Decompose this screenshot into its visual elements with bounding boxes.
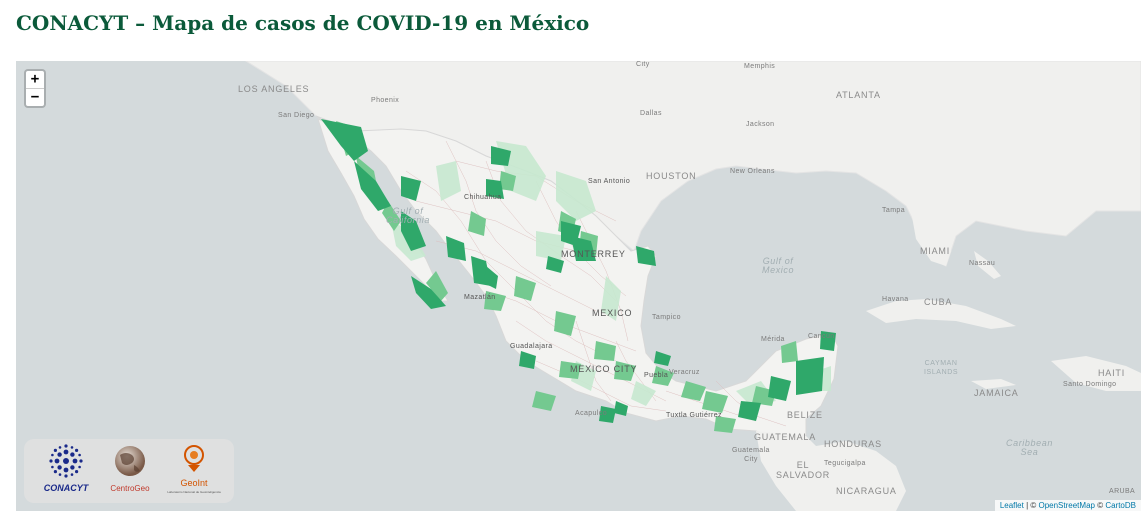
zoom-control: + − [24,69,46,108]
page-title: CONACYT – Mapa de casos de COVID-19 en M… [16,11,590,35]
label-haiti: HAITI [1098,368,1126,378]
label-caribbean-line2: Sea [1020,447,1039,457]
label-el-salvador-line2: SALVADOR [776,470,831,480]
conacyt-logo[interactable]: CONACYT [36,443,96,499]
label-san-diego: San Diego [278,112,315,119]
choropleth-dark [321,119,836,423]
label-puebla: Puebla [644,372,669,379]
label-new-orleans: New Orleans [730,168,775,175]
label-guatemala-city-line2: City [744,456,758,463]
cuba-land [866,299,1016,329]
label-gulf-mexico-line1: Gulf of [762,256,794,266]
label-el-salvador: EL SALVADOR [776,460,830,480]
label-nicaragua: NICARAGUA [836,486,897,496]
florida-land [911,211,951,266]
label-belize: BELIZE [787,410,823,420]
label-memphis: Memphis [744,63,776,70]
label-mexico: MEXICO [592,308,633,318]
geoint-title: GeoInt [180,478,208,488]
label-gulf-mexico-line2: Mexico [762,265,795,275]
label-gulf-california: Gulf of California [386,207,430,225]
cartodb-link[interactable]: CartoDB [1105,501,1136,510]
label-aruba: ARUBA [1109,488,1136,495]
label-honduras: HONDURAS [824,439,882,449]
label-mazatlan: Mazatlán [464,294,496,301]
label-gulf-mexico: Gulf of Mexico [762,257,794,275]
label-havana: Havana [882,296,909,303]
label-nassau: Nassau [969,260,996,267]
leaflet-link[interactable]: Leaflet [999,501,1024,510]
label-el-salvador-line1: EL [796,460,810,470]
conacyt-logo-text: CONACYT [43,483,89,493]
label-guadalajara: Guadalajara [510,343,553,350]
label-cancun: Cancún [808,333,835,340]
label-gulf-california-line2: California [386,215,431,225]
label-monterrey: MONTERREY [561,249,626,259]
zoom-out-button[interactable]: − [26,88,44,106]
label-cayman-line2: ISLANDS [924,369,959,376]
label-guatemala: GUATEMALA [754,432,817,442]
label-jackson: Jackson [746,121,775,128]
label-cayman-line1: CAYMAN [924,360,958,367]
label-mexico-city: MEXICO CITY [570,364,638,374]
jamaica-land [971,379,1016,389]
label-los-angeles: LOS ANGELES [238,84,310,94]
label-tampa: Tampa [882,207,906,214]
label-san-antonio: San Antonio [588,178,631,185]
attribution-sep: | © [1023,501,1039,510]
centrogeo-logo[interactable]: CentroGeo [104,443,156,499]
map-attribution: Leaflet | © OpenStreetMap © CartoDB [994,500,1141,511]
label-dallas: Dallas [640,110,662,117]
label-caribbean-line1: Caribbean [1006,438,1053,448]
label-houston: HOUSTON [646,171,697,181]
geoint-logo-text: GeoInt Laboratorio Nacional de Geointeli… [164,479,224,497]
map-basemap [245,61,1141,511]
geoint-subtitle: Laboratorio Nacional de Geointeligencia [167,490,221,494]
label-tuxtla: Tuxtla Gutiérrez [666,412,722,419]
label-city: City [636,61,650,68]
centrogeo-logo-text: CentroGeo [110,484,150,493]
zoom-in-button[interactable]: + [30,71,40,87]
label-phoenix: Phoenix [371,97,400,104]
label-atlanta: ATLANTA [836,90,881,100]
label-cuba: CUBA [924,297,953,307]
hispaniola-land [1051,356,1141,391]
label-tegucigalpa: Tegucigalpa [824,460,866,467]
geoint-pin-icon [184,445,204,472]
attribution-copy: © [1094,501,1106,510]
label-miami: MIAMI [920,246,950,256]
label-tampico: Tampico [652,314,681,321]
bahamas-land [974,251,1001,279]
label-jamaica: JAMAICA [974,388,1019,398]
globe-icon [115,446,145,476]
label-chihuahua: Chihuahua [464,194,502,201]
label-veracruz: Veracruz [669,369,700,376]
label-guatemala-city: Guatemala City [732,446,770,464]
osm-link[interactable]: OpenStreetMap [1038,501,1095,510]
conacyt-emblem-icon [49,444,83,478]
label-acapulco: Acapulco [575,410,607,417]
label-gulf-california-line1: Gulf of [392,206,424,216]
label-guatemala-city-line1: Guatemala [732,447,770,454]
label-cayman: CAYMAN ISLANDS [924,359,958,377]
geoint-logo[interactable]: GeoInt Laboratorio Nacional de Geointeli… [164,443,224,499]
covid-map[interactable]: + − City Memphis LOS ANGELES Phoenix ATL… [16,61,1141,511]
label-caribbean: Caribbean Sea [1006,439,1053,457]
label-merida: Mérida [761,336,785,343]
central-america-land [756,431,906,511]
label-santo-domingo: Santo Domingo [1063,381,1117,388]
logos-panel: CONACYT CentroGeo [24,439,234,503]
